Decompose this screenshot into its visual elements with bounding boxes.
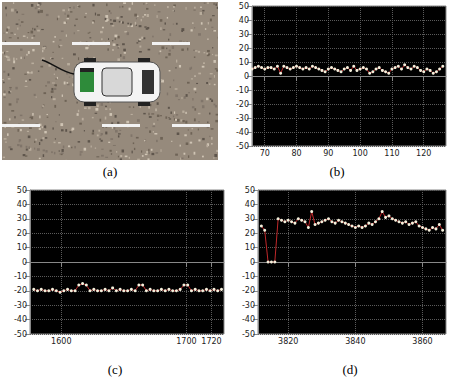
svg-text:40: 40 [239, 16, 249, 25]
svg-text:40: 40 [245, 200, 255, 209]
svg-text:0: 0 [250, 258, 255, 267]
svg-text:80: 80 [291, 149, 301, 158]
svg-text:0: 0 [244, 72, 249, 81]
svg-text:3840: 3840 [345, 337, 365, 346]
svg-text:100: 100 [352, 149, 367, 158]
svg-text:90: 90 [323, 149, 333, 158]
html-text:(a): (a) [102, 164, 118, 179]
svg-text:-10: -10 [14, 272, 27, 281]
svg-text:-30: -30 [242, 301, 255, 310]
svg-text:-50: -50 [14, 330, 27, 339]
svg-text:-10: -10 [242, 272, 255, 281]
svg-text:10: 10 [245, 243, 255, 252]
svg-text:30: 30 [239, 30, 249, 39]
svg-text:70: 70 [260, 149, 270, 158]
svg-text:10: 10 [239, 58, 249, 67]
svg-text:20: 20 [239, 44, 249, 53]
svg-text:120: 120 [416, 149, 431, 158]
svg-text:-40: -40 [236, 128, 249, 137]
svg-text:20: 20 [17, 229, 27, 238]
svg-text:50: 50 [17, 186, 27, 195]
svg-text:40: 40 [17, 200, 27, 209]
svg-text:-50: -50 [242, 330, 255, 339]
svg-text:-50: -50 [236, 142, 249, 151]
svg-text:30: 30 [17, 214, 27, 223]
svg-text:-30: -30 [236, 114, 249, 123]
svg-text:1720: 1720 [201, 337, 221, 346]
svg-text:0: 0 [22, 258, 27, 267]
svg-text:3860: 3860 [412, 337, 432, 346]
svg-text:1600: 1600 [51, 337, 71, 346]
svg-text:50: 50 [239, 2, 249, 11]
svg-text:3820: 3820 [278, 337, 298, 346]
svg-text:-20: -20 [242, 286, 255, 295]
svg-text:-20: -20 [14, 286, 27, 295]
svg-text:30: 30 [245, 214, 255, 223]
svg-text:110: 110 [384, 149, 399, 158]
svg-text:-40: -40 [14, 315, 27, 324]
svg-text:1700: 1700 [176, 337, 196, 346]
html-text:(c): (c) [107, 362, 123, 377]
svg-text:-10: -10 [236, 86, 249, 95]
html-text:(d): (d) [342, 362, 358, 377]
svg-text:-30: -30 [14, 301, 27, 310]
svg-text:-40: -40 [242, 315, 255, 324]
svg-text:50: 50 [245, 186, 255, 195]
html-text:(b): (b) [329, 164, 345, 179]
svg-text:-20: -20 [236, 100, 249, 109]
svg-text:10: 10 [17, 243, 27, 252]
svg-text:20: 20 [245, 229, 255, 238]
